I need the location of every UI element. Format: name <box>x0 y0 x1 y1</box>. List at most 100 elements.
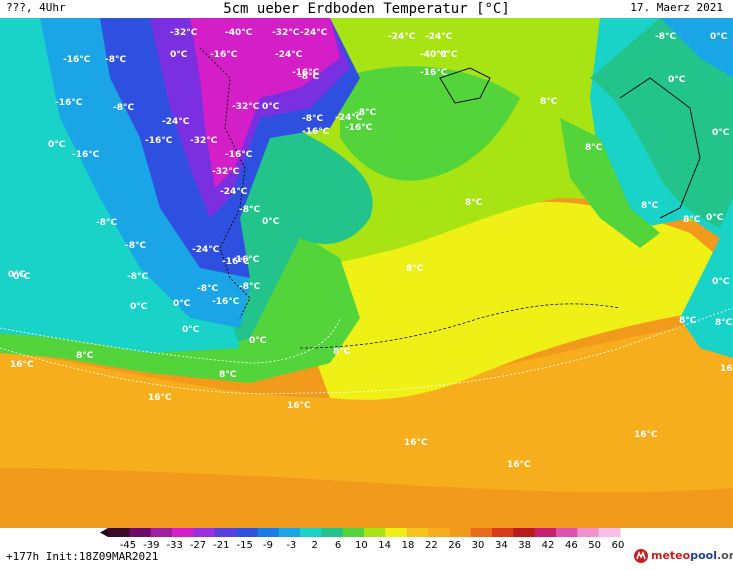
legend-swatch <box>449 528 472 537</box>
isotherm-label: -8°C <box>105 55 126 65</box>
forecast-date: 17. Maerz 2021 <box>630 1 723 14</box>
field-magenta <box>190 18 340 188</box>
legend-tick-label: -33 <box>166 540 182 551</box>
isotherm-label: -32°C <box>272 28 300 38</box>
legend-tick-label: 34 <box>495 540 508 551</box>
isotherm-label: -8°C <box>302 114 323 124</box>
legend-tick-label: -3 <box>286 540 296 551</box>
isotherm-label: -16°C <box>145 136 173 146</box>
isotherm-label: 0°C <box>170 50 188 60</box>
isotherm-label: -8°C <box>655 32 676 42</box>
legend-swatch <box>129 528 152 537</box>
legend-tick-label: -45 <box>120 540 136 551</box>
legend-swatch <box>556 528 578 537</box>
legend-swatch <box>278 528 301 537</box>
isotherm-label: -32°C <box>232 102 260 112</box>
isotherm-label: 0°C <box>712 128 730 138</box>
field-orange-mid <box>0 318 733 493</box>
isotherm-label: -24°C <box>192 245 220 255</box>
isotherm-16 <box>0 307 733 395</box>
isotherm-label: 8°C <box>406 264 424 274</box>
legend-tick-label: 30 <box>472 540 485 551</box>
isotherm-label: 0°C <box>710 32 728 42</box>
isotherm-label: 0°C <box>182 325 200 335</box>
isotherm-label: -16°C <box>55 98 83 108</box>
legend-swatch <box>214 528 237 537</box>
legend-tick-label: 50 <box>588 540 601 551</box>
isotherm-label: -16°C <box>63 55 91 65</box>
legend-tick-label: -9 <box>263 540 273 551</box>
init-time: +177h Init:18Z09MAR2021 <box>6 550 159 563</box>
isotherm-label: 0°C <box>130 302 148 312</box>
legend-tick-label: 6 <box>335 540 341 551</box>
isotherm-label: -8°C <box>239 282 260 292</box>
legend-swatch <box>428 528 450 537</box>
isotherm-label: -8°C <box>125 241 146 251</box>
legend-swatch <box>321 528 344 537</box>
legend-ticks: -45 -39 -33 -27 -21 -15 -9 -3 2 6 10 14 18 22 26 30 34 38… <box>120 540 625 551</box>
isotherm-label: 0°C <box>8 270 26 280</box>
isotherm-label: -8°C <box>298 72 319 82</box>
isotherm-label: 16°C <box>404 438 428 448</box>
legend-tick-label: 46 <box>565 540 578 551</box>
logo-word-3: .org <box>716 549 733 562</box>
color-legend: -45 -39 -33 -27 -21 -15 -9 -3 2 6 10 14 18 22 26 30 34 38… <box>100 528 625 551</box>
meteopool-logo[interactable]: meteopool.org <box>633 546 733 566</box>
isotherm-label: 16°C <box>634 430 658 440</box>
isotherm-label: 0°C <box>712 277 730 287</box>
isotherm-label: -32°C <box>170 28 198 38</box>
isotherm-label: -16°C <box>72 150 100 160</box>
isotherm-label: -24°C <box>300 28 328 38</box>
isotherm-label: 0°C <box>262 102 280 112</box>
isotherm-label: -16°C <box>212 297 240 307</box>
isotherm-label: 0°C <box>262 217 280 227</box>
legend-swatch <box>300 528 322 537</box>
isotherm-label: 16°C <box>287 401 311 411</box>
legend-swatch <box>342 528 365 537</box>
isotherm-label: 0°C <box>440 50 458 60</box>
isotherm-label: -32°C <box>190 136 218 146</box>
legend-tick-label: 60 <box>612 540 625 551</box>
isotherm-label: -16°C <box>225 150 253 160</box>
isotherm-label: 8°C <box>219 370 237 380</box>
isotherm-label: 0°C <box>13 272 31 282</box>
isotherm-label: 0°C <box>706 213 724 223</box>
isotherm-label: 8°C <box>679 316 697 326</box>
legend-tick-label: 2 <box>311 540 317 551</box>
legend-swatch <box>492 528 514 537</box>
legend-tick-label: 38 <box>518 540 531 551</box>
isotherm-label: 16°C <box>720 364 733 374</box>
coastline-greenland <box>199 47 251 319</box>
coastline-scandinavia <box>619 77 701 219</box>
legend-tick-label: -15 <box>236 540 252 551</box>
legend-swatch <box>150 528 173 537</box>
legend-tick-label: 22 <box>425 540 438 551</box>
isotherm-label: 0°C <box>173 299 191 309</box>
legend-tick-label: -39 <box>143 540 159 551</box>
isotherm-label: 16°C <box>148 393 172 403</box>
isotherm-label: 0°C <box>668 75 686 85</box>
legend-swatch <box>385 528 408 537</box>
legend-tick-label: 14 <box>378 540 391 551</box>
logo-word-2: pool <box>690 549 717 562</box>
isotherm-label: 8°C <box>585 143 603 153</box>
isotherm-label: -16°C <box>292 68 320 78</box>
coastline-iceland <box>439 67 491 104</box>
isotherm-label: 8°C <box>76 351 94 361</box>
isotherm-label: 0°C <box>249 336 267 346</box>
legend-tick-label: -27 <box>190 540 206 551</box>
field-east-green <box>560 118 660 248</box>
legend-swatch <box>534 528 557 537</box>
isotherm-label: -32°C <box>212 167 240 177</box>
legend-swatch <box>598 528 621 537</box>
isotherm-label: -8°C <box>113 103 134 113</box>
map-title: 5cm ueber Erdboden Temperatur [°C] <box>223 1 510 17</box>
isotherm-label: -24°C <box>425 32 453 42</box>
isotherm-label: 8°C <box>683 215 701 225</box>
isotherm-label: -24°C <box>162 117 190 127</box>
legend-swatch <box>172 528 194 537</box>
isotherm-label: -16°C <box>232 255 260 265</box>
field-yellow <box>300 202 733 400</box>
coastline-south <box>299 303 621 349</box>
isotherm-label: -16°C <box>210 50 238 60</box>
